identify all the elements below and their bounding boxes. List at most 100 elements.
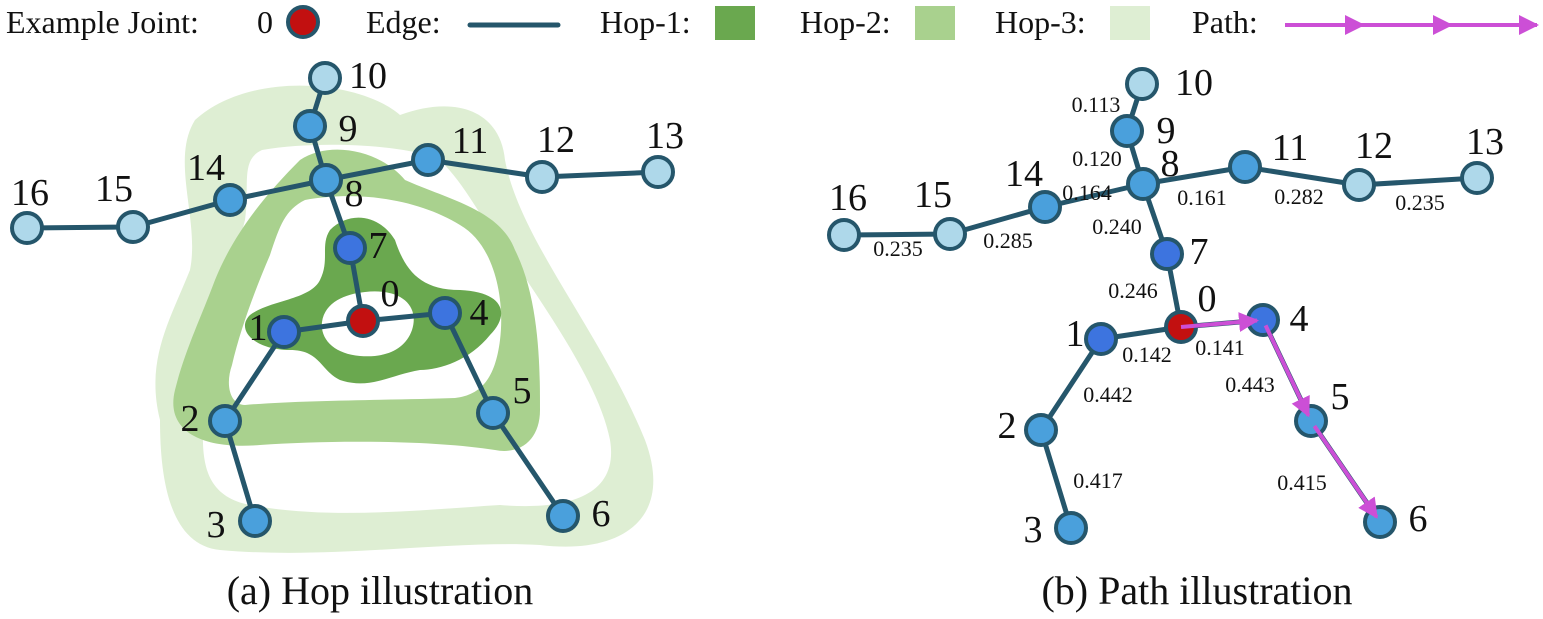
node-b-5 [1294, 404, 1328, 438]
edge-a-2-3 [222, 418, 258, 524]
node-label-b-10: 10 [1175, 62, 1213, 104]
legend-hop3-swatch [1110, 6, 1150, 40]
node-b-13 [1460, 161, 1494, 195]
node-label-b-16: 16 [829, 177, 867, 219]
path-arrow-0-4 [1180, 312, 1260, 333]
edge-a-8-11 [323, 157, 431, 183]
edge-weight-0-7: 0.246 [1108, 278, 1158, 303]
edge-weight-8-9: 0.120 [1072, 146, 1122, 171]
node-a-11 [411, 143, 445, 177]
node-label-a-14: 14 [187, 147, 225, 189]
node-label-b-12: 12 [1355, 125, 1393, 167]
node-label-b-14: 14 [1005, 153, 1043, 195]
hop3-region [155, 85, 654, 553]
node-label-a-2: 2 [181, 398, 200, 440]
edge-weight-7-8: 0.240 [1092, 214, 1142, 239]
node-a-0 [346, 304, 380, 338]
edge-b-1-2 [1038, 336, 1104, 433]
legend-example-joint-label: Example Joint: [6, 4, 199, 40]
node-label-b-2: 2 [998, 405, 1017, 447]
node-b-2 [1024, 413, 1058, 447]
node-label-a-0: 0 [381, 273, 400, 315]
node-label-a-12: 12 [537, 119, 575, 161]
legend-hop2-swatch [915, 6, 955, 40]
node-label-b-9: 9 [1157, 110, 1176, 152]
node-label-a-7: 7 [369, 225, 388, 267]
node-a-1 [267, 315, 301, 349]
node-b-7 [1150, 237, 1184, 271]
edge-weights-b: 0.246 0.142 0.141 0.442 0.417 0.443 0.415 0.240… [873, 92, 1445, 495]
legend-hop1-label: Hop-1: [600, 4, 691, 40]
node-a-3 [238, 504, 272, 538]
edge-weight-1-2: 0.442 [1083, 382, 1133, 407]
node-label-b-6: 6 [1409, 498, 1428, 540]
edge-a-4-5 [442, 310, 496, 416]
node-a-4 [428, 296, 462, 330]
edge-weight-4-5: 0.443 [1225, 372, 1275, 397]
edge-weight-15-16: 0.235 [873, 236, 923, 261]
node-label-a-4: 4 [470, 292, 489, 334]
path-arrow-4-5 [1263, 324, 1311, 418]
node-label-b-1: 1 [1066, 313, 1085, 355]
node-label-a-8: 8 [345, 173, 364, 215]
panel-b: 0.246 0.142 0.141 0.442 0.417 0.443 0.415 0.240… [827, 62, 1504, 613]
edge-b-12-13 [1356, 175, 1480, 188]
edge-weight-11-12: 0.282 [1274, 184, 1324, 209]
legend: Example Joint: 0 Edge: Hop-1: Hop-2: Hop… [6, 4, 1539, 40]
node-label-b-5: 5 [1331, 376, 1350, 418]
node-b-1 [1084, 322, 1118, 356]
node-b-11 [1228, 150, 1262, 184]
edge-weight-8-14: 0.164 [1062, 180, 1112, 205]
legend-path-label: Path: [1192, 4, 1258, 40]
node-b-10 [1125, 67, 1159, 101]
hop-regions [155, 85, 654, 553]
edge-a-5-6 [490, 410, 566, 519]
legend-hop1-swatch [715, 6, 755, 40]
legend-hop2-label: Hop-2: [800, 4, 891, 40]
hop2-region [173, 149, 541, 451]
edge-weight-14-15: 0.285 [983, 228, 1033, 253]
edge-b-2-3 [1038, 427, 1074, 531]
node-label-b-11: 11 [1272, 127, 1309, 169]
node-b-14 [1028, 190, 1062, 224]
node-a-8 [309, 163, 343, 197]
node-a-14 [213, 183, 247, 217]
node-a-2 [208, 404, 242, 438]
node-label-a-1: 1 [249, 307, 268, 349]
node-label-b-3: 3 [1024, 509, 1043, 551]
node-a-5 [476, 396, 510, 430]
node-b-15 [933, 217, 967, 251]
legend-example-joint-index: 0 [257, 4, 273, 40]
edge-a-11-12 [425, 157, 545, 180]
node-label-a-5: 5 [513, 370, 532, 412]
node-label-b-4: 4 [1290, 298, 1309, 340]
edge-weight-12-13: 0.235 [1395, 190, 1445, 215]
edge-b-11-12 [1242, 164, 1362, 188]
node-label-a-16: 16 [11, 172, 49, 214]
hop1-region [244, 217, 502, 384]
node-label-a-3: 3 [207, 504, 226, 546]
node-label-a-15: 15 [95, 168, 133, 210]
node-label-b-8: 8 [1161, 143, 1180, 185]
node-b-16 [827, 218, 861, 252]
node-label-a-11: 11 [452, 120, 489, 162]
edge-a-15-16 [24, 224, 136, 231]
edge-weight-5-6: 0.415 [1277, 470, 1327, 495]
caption-b: (b) Path illustration [1041, 568, 1352, 613]
caption-a: (a) Hop illustration [227, 568, 534, 613]
node-b-3 [1054, 511, 1088, 545]
node-a-10 [308, 61, 342, 95]
node-a-16 [10, 211, 44, 245]
node-a-6 [546, 499, 580, 533]
edge-weight-2-3: 0.417 [1073, 468, 1123, 493]
node-a-7 [333, 231, 367, 265]
node-label-a-10: 10 [349, 55, 387, 97]
node-label-b-0: 0 [1198, 278, 1217, 320]
path-arrows [1180, 312, 1379, 519]
node-b-8 [1126, 167, 1160, 201]
node-a-13 [641, 155, 675, 189]
node-label-b-15: 15 [914, 174, 952, 216]
node-b-6 [1363, 505, 1397, 539]
